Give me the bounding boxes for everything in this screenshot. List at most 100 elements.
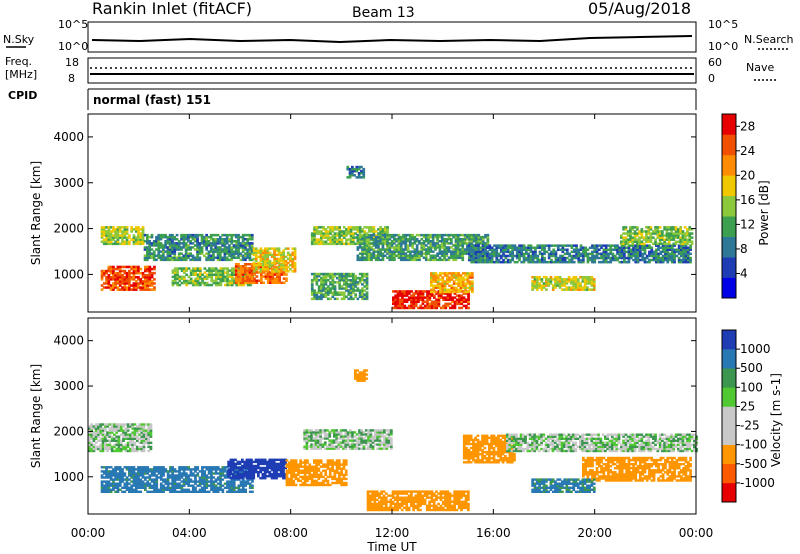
range-cell <box>313 295 316 298</box>
range-cell <box>393 254 396 257</box>
range-cell <box>219 248 222 251</box>
range-cell <box>205 468 209 471</box>
range-cell <box>472 258 476 262</box>
range-cell <box>139 482 143 485</box>
range-cell <box>230 242 234 245</box>
range-cell <box>412 294 416 297</box>
range-cell <box>310 287 314 290</box>
range-cell <box>591 254 594 258</box>
range-cell <box>194 466 197 469</box>
range-cell <box>499 244 503 247</box>
range-cell <box>434 290 438 294</box>
range-cell <box>252 268 256 271</box>
range-cell <box>403 290 407 293</box>
range-cell <box>329 226 332 229</box>
range-cell <box>273 255 276 259</box>
range-cell <box>481 254 485 258</box>
range-cell <box>636 226 639 229</box>
range-cell <box>586 254 590 258</box>
range-cell <box>429 258 433 262</box>
range-cell <box>561 260 565 264</box>
range-cell <box>349 230 353 233</box>
range-cell <box>430 294 434 297</box>
range-cell <box>531 258 535 262</box>
range-cell <box>225 246 229 249</box>
range-cell <box>230 486 234 489</box>
range-cell <box>205 238 208 241</box>
range-cell <box>133 433 137 436</box>
range-cell <box>331 295 335 298</box>
range-cell <box>381 258 385 262</box>
range-cell <box>418 256 421 259</box>
range-cell <box>90 443 93 447</box>
range-cell <box>395 246 398 249</box>
range-cell <box>228 258 231 262</box>
range-cell <box>320 283 323 286</box>
range-cell <box>410 290 413 293</box>
range-cell <box>155 474 159 477</box>
range-cell <box>475 242 478 245</box>
range-cell <box>178 470 181 473</box>
range-cell <box>326 230 330 233</box>
range-cell <box>345 240 348 243</box>
range-cell <box>668 252 672 256</box>
range-cell <box>525 252 528 256</box>
range-cell <box>109 230 113 233</box>
range-cell <box>446 272 449 275</box>
range-cell <box>230 250 234 253</box>
range-cell <box>363 236 367 239</box>
range-cell <box>134 267 138 271</box>
range-cell <box>148 276 152 279</box>
range-cell <box>595 248 599 251</box>
range-cell <box>194 279 198 283</box>
range-cell <box>399 246 403 249</box>
range-cell <box>108 427 112 430</box>
range-cell <box>490 258 494 262</box>
range-cell <box>401 290 404 293</box>
range-cell <box>367 252 371 255</box>
range-cell <box>246 256 249 259</box>
range-cell <box>216 233 220 237</box>
range-cell <box>436 240 439 243</box>
range-cell <box>349 238 353 241</box>
range-cell <box>468 246 471 249</box>
range-cell <box>205 283 209 287</box>
range-cell <box>598 256 601 260</box>
range-cell <box>201 279 204 283</box>
range-cell <box>413 235 417 239</box>
range-cell <box>435 292 438 295</box>
range-cell <box>488 254 492 258</box>
power-colorbar-swatch <box>722 195 736 217</box>
range-cell <box>345 279 348 282</box>
range-cell <box>252 249 256 252</box>
range-cell <box>401 296 404 299</box>
range-cell <box>164 246 167 249</box>
range-cell <box>374 235 378 239</box>
range-cell <box>543 246 546 249</box>
range-cell <box>237 233 240 237</box>
range-cell <box>107 466 111 469</box>
range-cell <box>430 304 434 308</box>
range-cell <box>310 289 314 292</box>
range-cell <box>180 267 184 270</box>
range-cell <box>460 306 464 310</box>
range-cell <box>259 251 263 254</box>
range-cell <box>674 240 678 243</box>
range-cell <box>199 281 202 285</box>
range-cell <box>116 238 120 241</box>
range-cell <box>313 293 316 296</box>
range-cell <box>194 283 198 287</box>
range-cell <box>140 447 144 451</box>
range-cell <box>636 256 640 260</box>
range-cell <box>351 174 354 177</box>
range-cell <box>173 482 177 485</box>
range-cell <box>131 433 134 436</box>
range-cell <box>234 273 238 276</box>
range-cell <box>577 250 581 254</box>
range-cell <box>123 482 127 485</box>
range-cell <box>291 261 295 265</box>
range-cell <box>430 272 433 275</box>
range-cell <box>162 246 165 249</box>
range-cell <box>145 433 148 436</box>
range-cell <box>356 258 360 262</box>
